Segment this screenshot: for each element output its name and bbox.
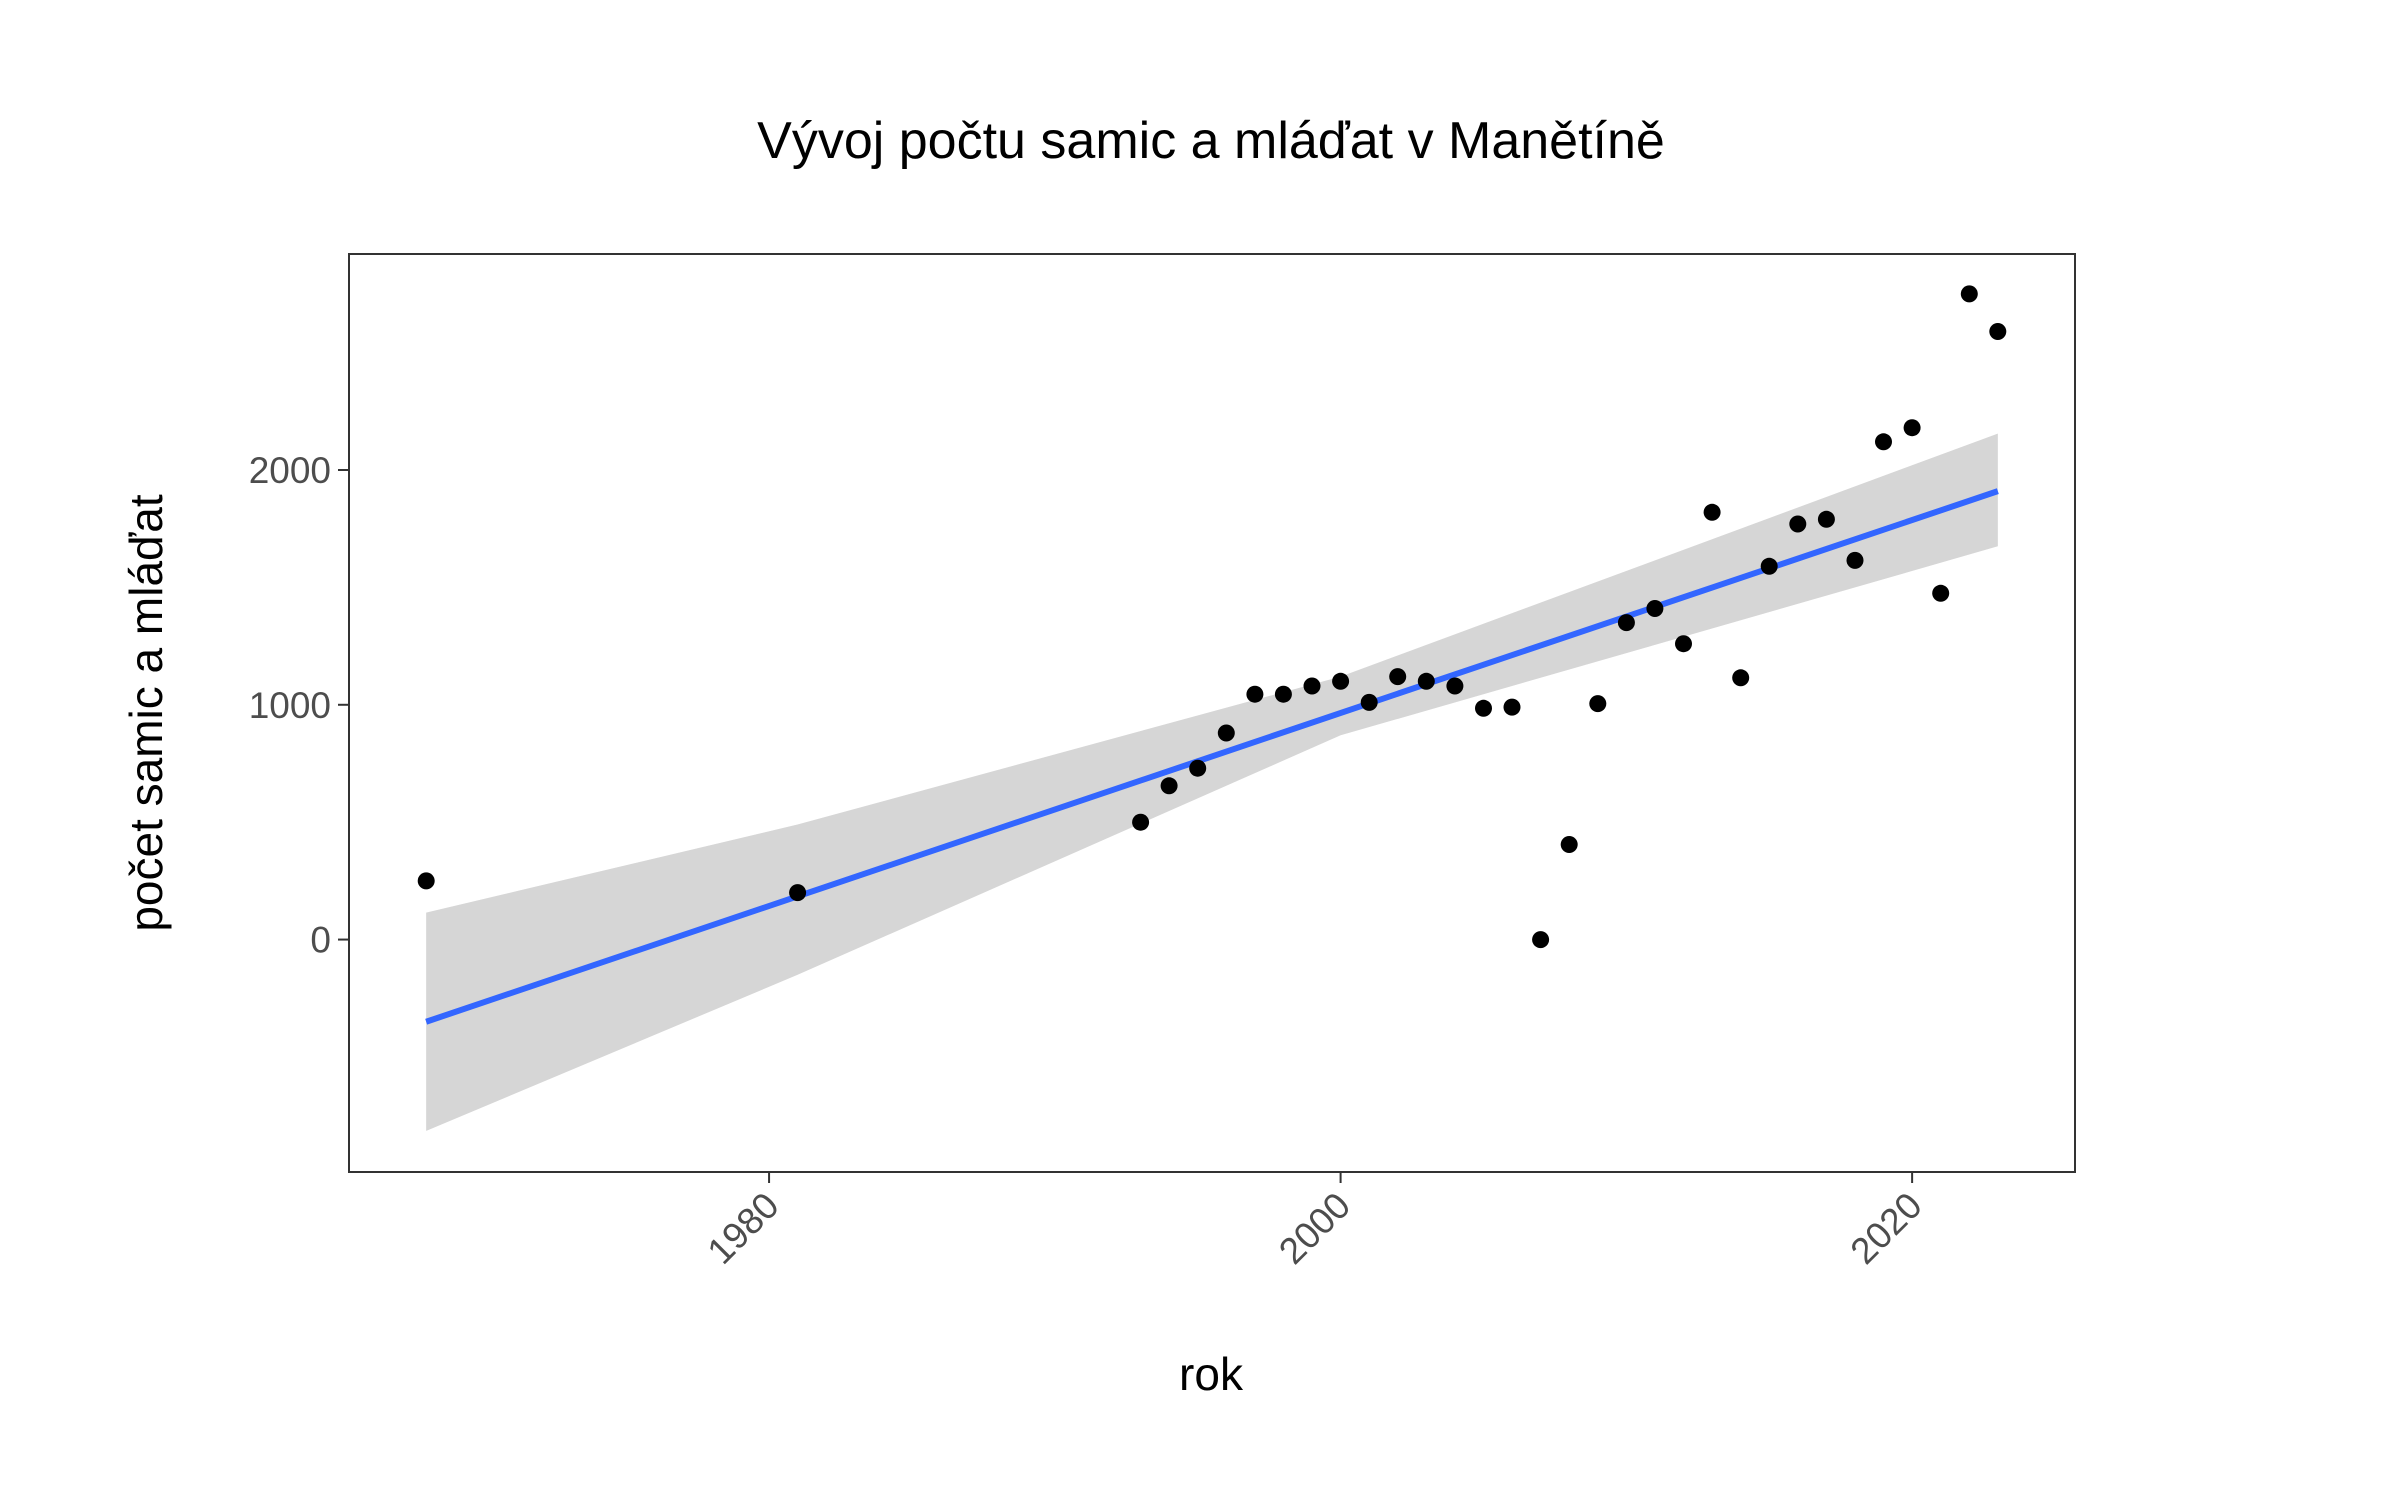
y-tick-label: 2000 [249,450,331,491]
data-point [1589,695,1607,713]
data-point [1389,668,1407,686]
data-point [1274,685,1292,703]
data-point [1846,551,1864,569]
data-point [1989,323,2007,340]
points-layer [417,285,2007,949]
data-point [789,884,807,902]
data-point [1789,515,1807,533]
data-point [1760,557,1778,575]
data-point [1903,419,1921,437]
plot-panel-border [348,253,2076,1173]
y-tick-label: 0 [310,920,331,961]
data-point [1703,503,1721,521]
data-point [1875,433,1892,451]
data-point [1560,836,1578,853]
data-point [1217,724,1235,742]
trend-line [425,488,1999,1025]
data-point [1675,635,1692,653]
x-axis-title: rok [1179,1348,1244,1400]
data-point [1503,698,1521,716]
y-tick-label: 1000 [249,685,331,726]
data-point [417,872,435,890]
data-point [1646,600,1664,617]
y-axis: 0 1000 2000 [249,450,349,961]
data-point [1932,584,1950,602]
data-point [1160,777,1178,795]
data-point [1417,672,1435,690]
x-tick-label: 2000 [1271,1185,1358,1272]
y-axis-title: počet samic a mláďat [120,494,172,932]
data-point [1817,510,1835,528]
confidence-band-overlay-shape [426,433,1998,1131]
trend-line-layer [425,488,1999,1025]
x-tick-label: 1980 [700,1185,787,1272]
data-point [1960,285,1978,303]
data-point [1303,677,1321,695]
data-point [1532,931,1550,949]
data-point [1189,759,1207,777]
data-point [1332,672,1350,690]
data-point [1617,614,1635,632]
data-point [1475,699,1492,717]
x-axis: 1980 2000 2020 [700,1172,1930,1272]
data-point [1732,669,1750,687]
chart-title: Vývoj počtu samic a mláďat v Manětíně [757,112,1665,170]
data-point [1132,813,1150,831]
x-tick-label: 2020 [1843,1185,1930,1272]
confidence-band-layer [426,433,1998,1131]
confidence-band [426,433,1998,1131]
data-point [1446,677,1464,695]
confidence-band-overlay [426,433,1998,1131]
data-point [1360,693,1378,711]
data-point [1246,685,1264,703]
